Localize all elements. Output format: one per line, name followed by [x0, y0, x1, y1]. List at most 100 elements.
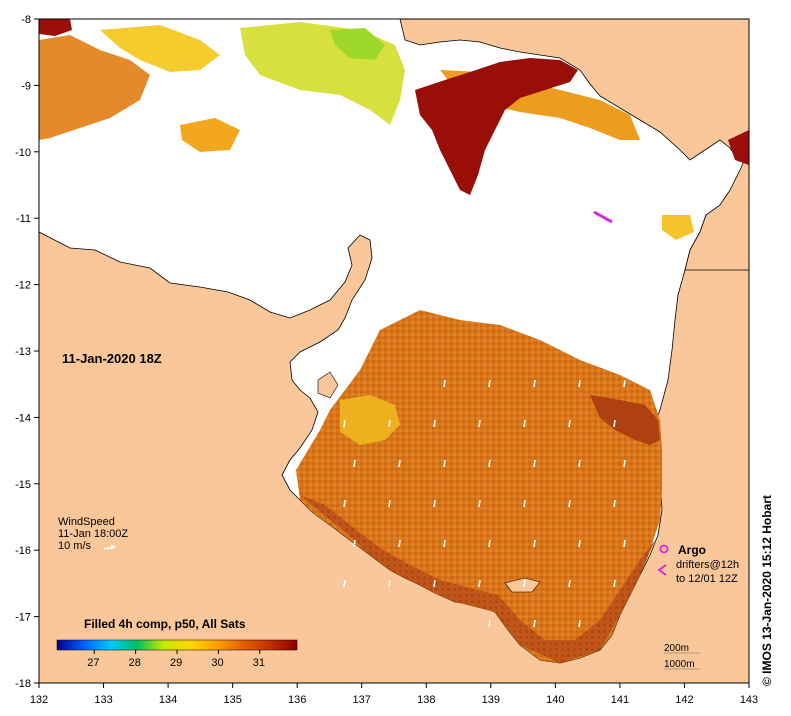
sst-arafura-maroon3 [728, 130, 749, 165]
wind-arrow [533, 379, 536, 388]
wind-arrow [443, 379, 446, 388]
wind-legend-time: 11-Jan 18:00Z [58, 528, 129, 540]
x-tick-label: 141 [611, 694, 629, 706]
island-groote [317, 371, 339, 399]
wind-arrow [388, 579, 391, 588]
x-tick-label: 140 [546, 694, 564, 706]
wind-arrow [533, 539, 536, 548]
drifters-legend-line1: drifters@12h [676, 559, 740, 571]
colorbar-tick-label: 27 [87, 657, 100, 669]
y-tick-label: -14 [15, 412, 31, 424]
wind-arrow [433, 499, 436, 508]
x-tick-label: 143 [740, 694, 758, 706]
y-tick-label: -13 [15, 346, 31, 358]
y-tick-label: -10 [15, 147, 31, 159]
wind-legend-title: WindSpeed [58, 516, 115, 528]
colorbar-tick-label: 29 [170, 657, 183, 669]
colorbar-tick-label: 30 [211, 657, 224, 669]
contour-1000m-label: 1000m [664, 659, 695, 670]
wind-arrow [488, 539, 491, 548]
x-tick-label: 134 [159, 694, 177, 706]
y-axis: -8 -9 -10 -11 -12 -13 -14 -15 -16 -17 -18 [15, 14, 39, 690]
x-axis: 132 133 134 135 136 137 138 139 140 141 142 143 [30, 683, 758, 706]
x-tick-label: 142 [675, 694, 693, 706]
wind-arrow [533, 619, 536, 628]
colorbar-ticks [93, 650, 261, 654]
wind-legend: WindSpeed 11-Jan 18:00Z 10 m/s [58, 516, 128, 552]
wind-arrows [343, 379, 626, 628]
x-tick-label: 133 [94, 694, 112, 706]
sst-arafura-green [330, 28, 385, 60]
sst-arafura-maroon [415, 58, 578, 195]
argo-marker-icon [659, 544, 669, 554]
sst-west-bright [340, 395, 400, 445]
y-tick-label: -11 [16, 213, 31, 225]
sst-arafura-maroon2 [39, 19, 72, 36]
wind-arrow [443, 459, 446, 468]
wind-arrow [623, 379, 626, 388]
colorbar-tick-label: 28 [128, 657, 141, 669]
wind-arrow [578, 619, 581, 628]
sst-arafura-west [39, 35, 150, 140]
x-tick-label: 136 [288, 694, 306, 706]
wind-arrow [568, 419, 571, 428]
map-date-label: 11-Jan-2020 18Z [62, 351, 162, 366]
wind-arrow [623, 459, 626, 468]
wind-arrow [478, 579, 481, 588]
wind-arrow [343, 579, 346, 588]
x-tick-label: 137 [353, 694, 371, 706]
y-tick-label: -18 [15, 678, 31, 690]
wind-arrow [568, 579, 571, 588]
wind-arrow [523, 579, 526, 588]
wind-arrow [488, 619, 491, 628]
contour-legend: 200m 1000m [664, 641, 695, 673]
land-cape-york-west [684, 149, 749, 271]
colorbar [56, 639, 298, 651]
sst-gulf [296, 310, 662, 663]
wind-arrow [568, 499, 571, 508]
sst-patch-ne [662, 215, 694, 240]
wind-arrow [388, 419, 391, 428]
y-tick-label: -12 [15, 280, 31, 292]
wind-arrow [398, 459, 401, 468]
wind-arrow [433, 419, 436, 428]
y-tick-label: -15 [15, 479, 31, 491]
wind-arrow [613, 499, 616, 508]
colorbar-tick-label: 31 [252, 657, 265, 669]
wind-arrow [613, 579, 616, 588]
colorbar-title: Filled 4h comp, p50, All Sats [84, 617, 246, 631]
wind-arrow [523, 499, 526, 508]
sst-arafura-yellow [100, 25, 220, 72]
drifter-marker-icon [657, 564, 667, 576]
wind-arrow [578, 459, 581, 468]
argo-drifter-track [593, 210, 613, 224]
wind-arrow [353, 459, 356, 468]
wind-arrow [398, 539, 401, 548]
contour-200m-label: 200m [664, 643, 690, 654]
sst-patch-mid [180, 118, 240, 152]
x-tick-label: 138 [417, 694, 435, 706]
wind-legend-scale: 10 m/s [58, 540, 92, 552]
land-cape-york [399, 19, 749, 161]
y-tick-label: -9 [21, 80, 31, 92]
sst-east-dark [590, 395, 660, 445]
wind-arrow [443, 539, 446, 548]
y-tick-label: -17 [15, 612, 31, 624]
wind-arrow [478, 419, 481, 428]
drifters-legend: drifters@12h to 12/01 12Z [676, 558, 739, 586]
wind-arrow [578, 539, 581, 548]
drifters-legend-line2: to 12/01 12Z [676, 573, 738, 585]
wind-arrow [533, 459, 536, 468]
wind-arrow [343, 499, 346, 508]
wind-scale-arrow [103, 544, 116, 550]
argo-legend-label: Argo [678, 543, 706, 557]
wind-arrow [523, 419, 526, 428]
island-mornington [504, 577, 541, 593]
wind-arrow [578, 379, 581, 388]
wind-arrow [353, 539, 356, 548]
wind-arrow [488, 379, 491, 388]
wind-arrow [613, 419, 616, 428]
wind-arrow [488, 459, 491, 468]
wind-arrow [388, 499, 391, 508]
